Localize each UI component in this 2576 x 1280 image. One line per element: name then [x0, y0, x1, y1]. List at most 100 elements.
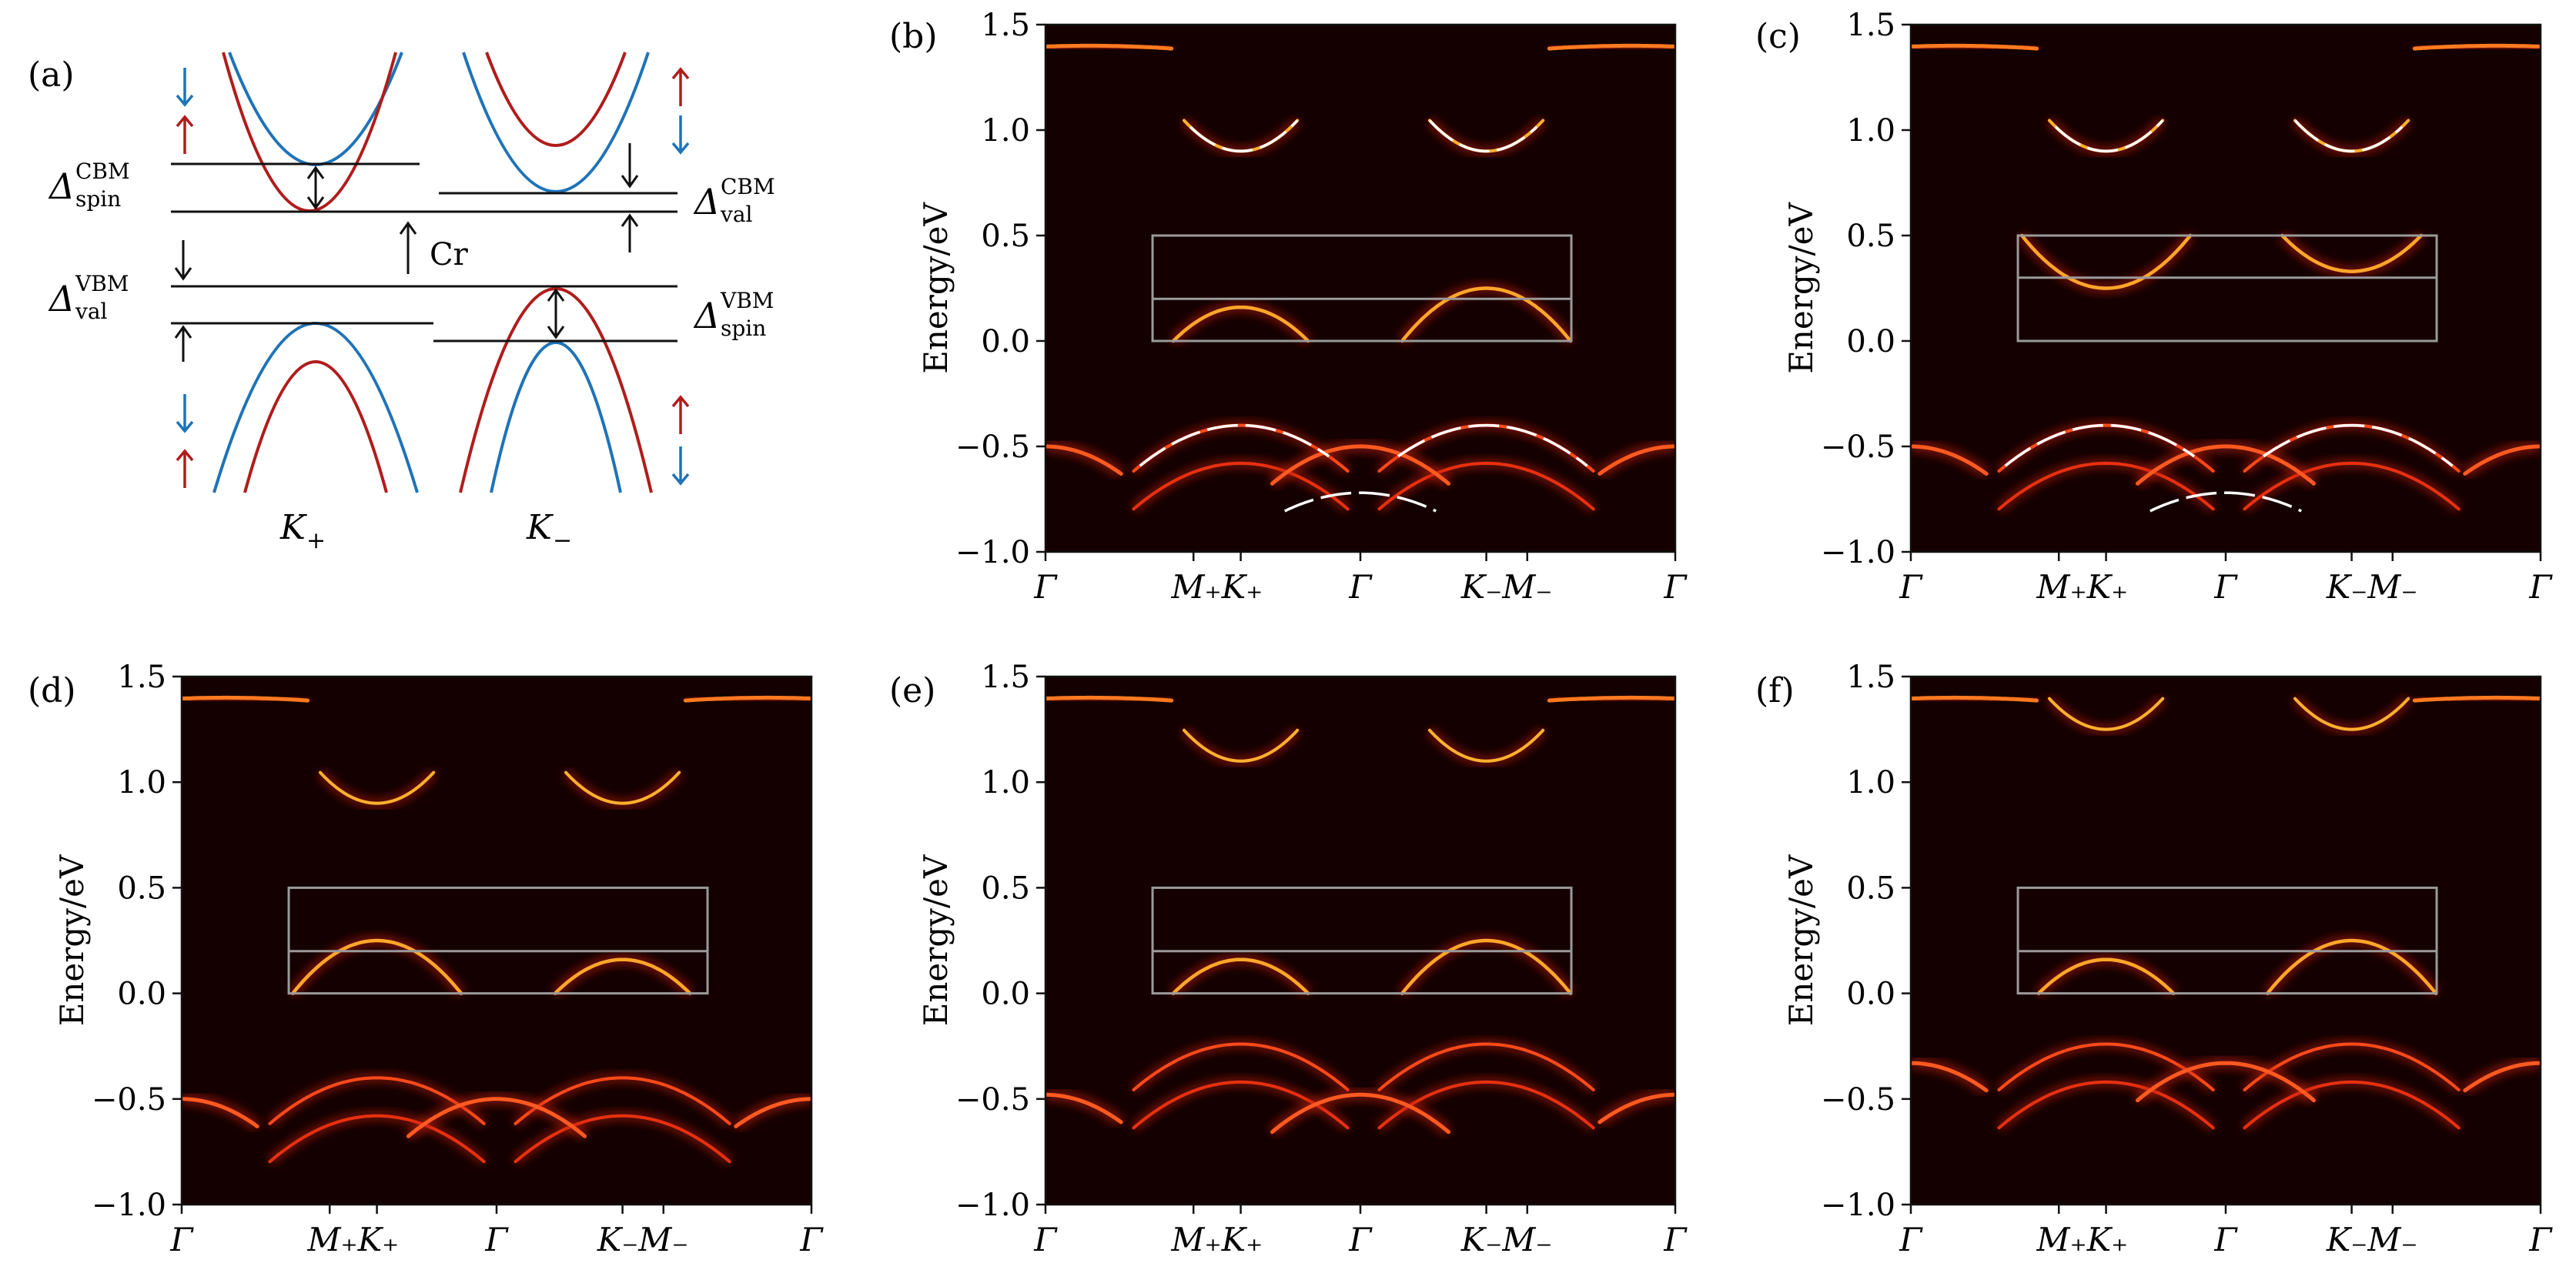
panel-a-schematic: (a) [28, 52, 775, 554]
midgap-band-1 [2020, 233, 2193, 290]
kplus-conduction-spin-up-band [222, 52, 397, 212]
conduction-band-upper-right [1547, 695, 1675, 703]
midgap-band-2 [1400, 938, 1573, 995]
dft-conduction-kminus [2293, 119, 2404, 153]
spectral-bands [1045, 691, 1675, 1137]
plot-background [182, 677, 811, 1205]
x-tick-label: K₋M₋ [2326, 568, 2418, 606]
valence-band-gamma [2136, 1061, 2316, 1103]
inset-window-box [2016, 234, 2438, 343]
y-tick-label: 1.0 [1846, 113, 1895, 149]
y-tick-label: 1.0 [981, 765, 1030, 800]
valence-band-gamma [406, 1097, 587, 1138]
valence-band-kplus-split [1997, 461, 2215, 511]
conduction-band-upper-left [1911, 695, 2039, 703]
cbm-valley-down-arrow [621, 143, 639, 189]
valence-band-kplus [1132, 1042, 1350, 1091]
x-tick-label: M₊K₊ [1171, 1221, 1263, 1258]
y-tick-label: −1.0 [92, 1188, 166, 1223]
delta-val-cbm-symbol: Δ [693, 181, 720, 222]
conduction-band-upper-right [2412, 695, 2541, 703]
y-tick-label: 1.0 [981, 113, 1030, 149]
y-tick-label: 1.0 [1846, 765, 1895, 800]
valence-band-kplus [268, 1076, 486, 1125]
dft-valence-kplus [2004, 423, 2196, 467]
spin-arrows-right-bottom [671, 395, 690, 486]
dft-conduction-kplus [1189, 119, 1299, 153]
valence-band-gamma [1270, 444, 1450, 486]
dft-valence-gamma [1284, 491, 1437, 513]
y-tick-label: 0.5 [981, 871, 1030, 906]
y-axis-label: Energy/eV [917, 854, 955, 1026]
x-tick-label: Γ [1899, 1221, 1923, 1258]
valence-band-gamma-left [1911, 1061, 1989, 1093]
y-tick-label: −1.0 [1821, 535, 1895, 570]
panel-label: (f) [1755, 671, 1795, 710]
y-tick-label: 0.5 [981, 219, 1030, 254]
conduction-band-upper-left [1045, 695, 1174, 703]
delta-spin-vbm-sup: VBM [720, 288, 774, 313]
x-tick-label: M₊K₊ [2036, 568, 2129, 606]
x-tick-label: Γ [799, 1221, 824, 1258]
inset-window-box [287, 886, 709, 995]
k-plus-sub: + [306, 527, 326, 554]
x-tick-label: K₋M₋ [2326, 1221, 2418, 1258]
x-tick-label: Γ [1663, 1221, 1688, 1258]
dft-valence-kminus [1397, 423, 1588, 467]
valence-band-gamma-right [2463, 1061, 2541, 1093]
valence-band-kminus-split [2243, 461, 2461, 511]
valence-band-kminus [514, 1076, 731, 1125]
valence-band-gamma-right [2463, 444, 2541, 476]
y-tick-label: 1.5 [981, 8, 1030, 43]
inset-window-box [1151, 234, 1573, 343]
kminus-valence-spin-down-band [490, 341, 622, 493]
dft-conduction-kplus [2054, 119, 2164, 153]
kplus-valence-spin-up-band [243, 360, 388, 493]
panel-f: 1.51.00.50.0−0.5−1.0Γ M₊K₊ Γ K₋M₋ ΓEnergy/eV… [1755, 660, 2553, 1258]
y-tick-label: 1.5 [981, 660, 1030, 695]
spin-arrows-left-top [176, 68, 194, 154]
valence-band-gamma-left [1911, 444, 1989, 476]
y-tick-label: −0.5 [92, 1082, 166, 1118]
y-tick-label: 0.5 [1846, 871, 1895, 906]
x-tick-label: Γ [1348, 568, 1373, 606]
valence-band-kplus-split [268, 1114, 486, 1164]
valence-band-gamma-left [182, 1097, 259, 1128]
midgap-band-1 [291, 938, 463, 995]
valence-band-kminus-split [1377, 1080, 1595, 1130]
panel-label: (d) [28, 671, 76, 710]
conduction-band-kplus [2048, 697, 2165, 731]
x-tick-label: Γ [2528, 1221, 2553, 1258]
x-tick-label: M₊K₊ [1171, 568, 1263, 606]
midgap-band-1 [1171, 957, 1310, 995]
midgap-band-1 [2036, 957, 2176, 995]
panel-label: (b) [889, 17, 938, 56]
y-tick-label: 1.5 [1846, 660, 1895, 695]
panel-c: 1.51.00.50.0−0.5−1.0Γ M₊K₊ Γ K₋M₋ ΓEnergy/eV… [1755, 8, 2553, 606]
x-tick-label: M₊K₊ [2036, 1221, 2129, 1258]
x-tick-label: Γ [1348, 1221, 1373, 1258]
spin-splitting-vbm-arrow [547, 288, 565, 339]
valence-band-kplus-split [1132, 461, 1350, 511]
y-axis-label: Energy/eV [1782, 854, 1820, 1026]
panel-a-label: (a) [28, 55, 75, 95]
midgap-band-2 [2280, 233, 2423, 273]
dft-valence-gamma [2149, 491, 2302, 513]
y-tick-label: 1.5 [117, 660, 166, 695]
x-tick-label: Γ [1033, 1221, 1058, 1258]
y-tick-label: −0.5 [955, 429, 1030, 465]
delta-val-cbm-sub: val [720, 202, 753, 227]
k-minus-sub: − [553, 527, 572, 554]
x-tick-label: K₋M₋ [1460, 568, 1553, 606]
plot-background [1045, 25, 1675, 552]
delta-val-vbm-symbol: Δ [48, 278, 75, 319]
dft-valence-kminus [2263, 423, 2454, 467]
valence-band-gamma-left [1045, 444, 1123, 476]
delta-spin-vbm-symbol: Δ [693, 295, 720, 336]
kminus-conduction-spin-up-band [485, 52, 627, 147]
y-tick-label: −1.0 [1821, 1188, 1895, 1223]
k-minus-label: K [526, 508, 554, 547]
y-tick-label: 0.0 [981, 977, 1030, 1012]
kplus-valence-spin-down-band [212, 322, 419, 493]
